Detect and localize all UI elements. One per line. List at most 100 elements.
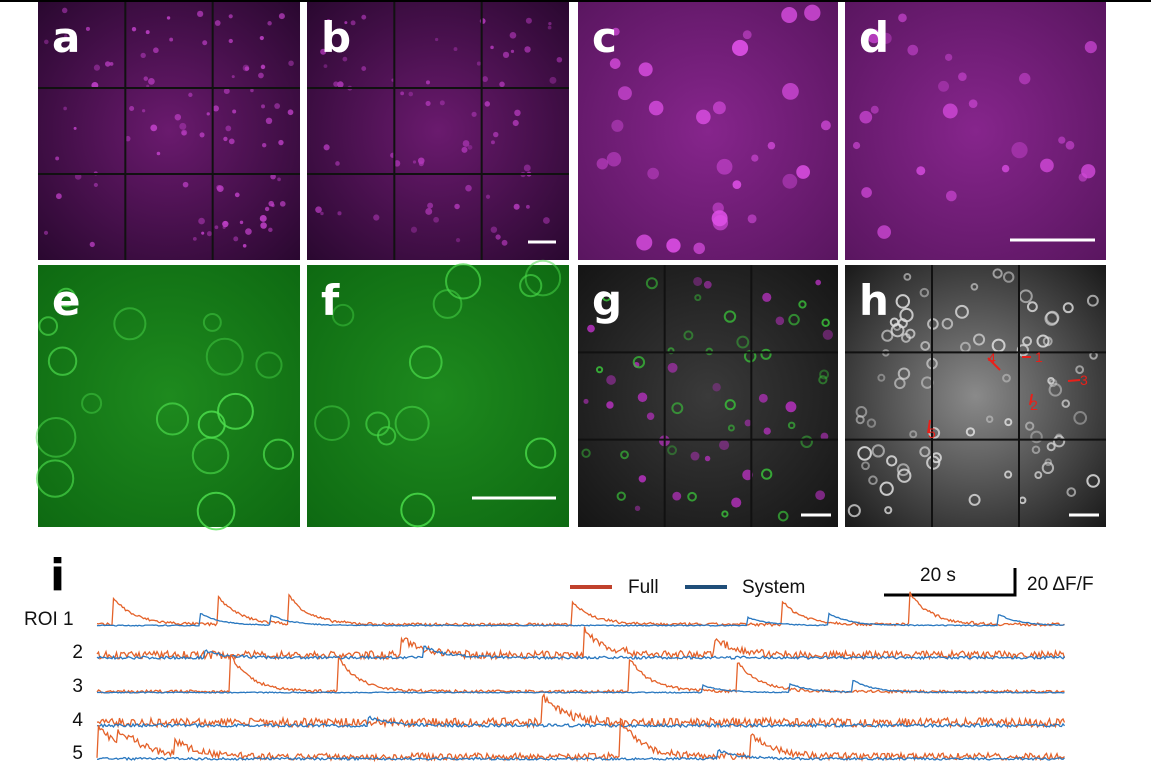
cell (941, 317, 954, 330)
cell (484, 101, 491, 107)
cell (970, 282, 979, 291)
cell (278, 139, 284, 146)
cell (181, 129, 188, 136)
cell (453, 47, 458, 51)
cell (337, 211, 342, 216)
cell (606, 401, 614, 409)
cell (857, 446, 872, 461)
cell (719, 440, 730, 451)
cell (716, 158, 733, 175)
cell (250, 88, 254, 93)
cell (232, 109, 237, 114)
cell (242, 64, 250, 72)
cell (879, 481, 894, 496)
cell (1086, 474, 1100, 488)
cell (548, 22, 552, 26)
cell (260, 64, 266, 70)
cell (260, 222, 267, 229)
cell (696, 109, 711, 125)
cell (445, 263, 482, 300)
cell (946, 190, 957, 202)
cell (895, 294, 911, 309)
cell (199, 132, 205, 138)
cell (672, 491, 682, 501)
cell (731, 497, 742, 508)
cell (525, 204, 530, 209)
cell (723, 310, 737, 323)
cell (1034, 471, 1043, 479)
cell (169, 37, 174, 42)
cell (703, 280, 712, 289)
cell (239, 220, 244, 225)
cell (901, 332, 911, 343)
cell (822, 329, 833, 340)
row-label: 3 (72, 676, 83, 697)
cell (638, 475, 647, 483)
cell (690, 451, 700, 461)
cell (611, 27, 620, 36)
legend-label: System (742, 577, 805, 598)
cell (1046, 442, 1056, 452)
cell (279, 201, 286, 207)
cell (758, 393, 768, 403)
cell (56, 287, 76, 308)
micrograph (307, 265, 569, 527)
cell (616, 491, 626, 501)
cell (361, 14, 367, 20)
cell (871, 444, 885, 458)
cell (1016, 344, 1030, 357)
cell (727, 424, 735, 432)
cell (890, 323, 905, 338)
cell (153, 47, 159, 54)
cell (788, 313, 800, 326)
cell (877, 225, 892, 239)
cell (683, 330, 694, 341)
cell (259, 214, 267, 222)
cell (1065, 140, 1075, 150)
cell (400, 492, 435, 528)
cell (775, 316, 785, 326)
cell (646, 412, 655, 421)
cell (234, 192, 240, 198)
cell (782, 173, 798, 189)
cell (938, 80, 950, 92)
cell (617, 86, 632, 101)
cell (233, 236, 239, 242)
cell (712, 101, 726, 115)
cell (337, 81, 344, 88)
trace (96, 679, 1065, 694)
cell (502, 51, 510, 59)
cell (861, 461, 870, 471)
cell (1030, 430, 1043, 444)
cell (113, 307, 147, 341)
cell (261, 104, 265, 109)
cell (265, 117, 273, 125)
cell (1019, 72, 1031, 85)
cell (751, 154, 759, 162)
trace (96, 692, 1066, 730)
cell (671, 402, 684, 415)
cell (1044, 311, 1059, 326)
cell (798, 300, 807, 309)
cell (721, 510, 729, 518)
cell (985, 415, 994, 423)
cell (454, 203, 460, 210)
cell (1066, 487, 1077, 497)
cell (820, 432, 829, 441)
cell (461, 146, 468, 153)
cell (514, 109, 521, 117)
cell (268, 227, 273, 233)
cell (499, 81, 505, 88)
cell (373, 214, 380, 221)
micrograph (38, 2, 300, 260)
cell (512, 119, 519, 127)
cell (884, 506, 893, 515)
cell (214, 20, 221, 26)
cell (201, 231, 205, 235)
cell (1031, 445, 1041, 455)
cell (761, 468, 773, 480)
row-label: 2 (72, 642, 83, 663)
cell (852, 141, 861, 150)
cell (64, 34, 68, 38)
cell (228, 138, 235, 145)
